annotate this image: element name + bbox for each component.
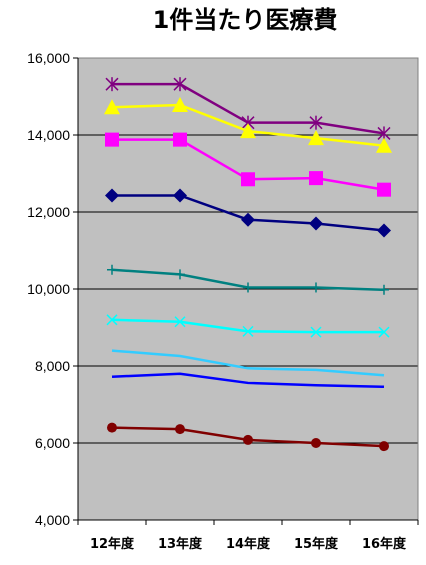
data-point-triangle — [240, 123, 256, 139]
data-point-plus — [379, 284, 389, 295]
series-5 — [107, 264, 389, 295]
x-tick-label: 12年度 — [90, 536, 135, 552]
x-axis: 12年度 13年度 14年度 15年度 16年度 — [77, 520, 419, 552]
data-point-circle — [243, 434, 253, 445]
series-group — [104, 77, 392, 452]
data-point-triangle — [104, 99, 120, 115]
series-4 — [105, 188, 391, 238]
series-line — [111, 349, 385, 377]
data-point-plus — [107, 264, 117, 275]
data-point-x — [310, 326, 322, 338]
y-tick-label: 14,000 — [27, 127, 70, 143]
x-stroke — [378, 326, 390, 338]
y-axis: 4,000 6,000 8,000 10,000 12,000 14,000 16,000 — [27, 50, 78, 528]
data-point-diamond — [105, 188, 119, 203]
data-point-square — [173, 132, 187, 147]
series-8 — [111, 372, 385, 389]
x-stroke — [242, 325, 254, 337]
data-point-square — [105, 132, 119, 147]
data-point-star — [105, 77, 119, 92]
data-point-diamond — [173, 188, 187, 203]
x-tick-label: 16年度 — [362, 536, 407, 552]
series-2 — [104, 96, 392, 153]
y-tick-label: 6,000 — [35, 435, 70, 451]
chart-title: 1件当たり医療費 — [153, 6, 338, 34]
data-point-circle — [379, 441, 389, 452]
x-tick-label: 14年度 — [226, 536, 271, 552]
x-tick-label: 13年度 — [158, 536, 203, 552]
x-stroke — [106, 314, 118, 326]
series-7 — [111, 349, 385, 377]
series-1 — [105, 77, 391, 141]
data-point-circle — [175, 424, 185, 435]
y-tick-label: 4,000 — [35, 512, 70, 528]
data-point-diamond — [241, 212, 255, 227]
data-point-plus — [175, 269, 185, 280]
data-point-triangle — [172, 96, 188, 112]
data-point-circle — [311, 438, 321, 448]
data-point-star — [173, 77, 187, 92]
y-tick-label: 16,000 — [27, 50, 70, 66]
series-3 — [105, 132, 391, 197]
data-point-square — [241, 172, 255, 187]
data-point-square — [377, 182, 391, 197]
data-point-triangle — [308, 130, 324, 146]
data-point-x — [174, 316, 186, 328]
data-point-diamond — [309, 216, 323, 231]
data-point-x — [106, 314, 118, 326]
series-line — [111, 372, 385, 389]
x-stroke — [310, 326, 322, 338]
data-point-circle — [107, 422, 117, 433]
data-point-triangle — [376, 137, 392, 153]
data-point-x — [242, 325, 254, 337]
data-point-square — [309, 171, 323, 186]
data-point-plus — [243, 282, 253, 293]
series-6 — [106, 314, 390, 338]
x-tick-label: 15年度 — [294, 536, 339, 552]
y-tick-label: 10,000 — [27, 281, 70, 297]
series-9 — [107, 422, 389, 452]
y-tick-label: 12,000 — [27, 204, 70, 220]
data-point-x — [378, 326, 390, 338]
data-point-diamond — [377, 223, 391, 238]
data-point-plus — [311, 282, 321, 293]
x-stroke — [174, 316, 186, 328]
y-tick-label: 8,000 — [35, 358, 70, 374]
data-point-star — [309, 115, 323, 130]
